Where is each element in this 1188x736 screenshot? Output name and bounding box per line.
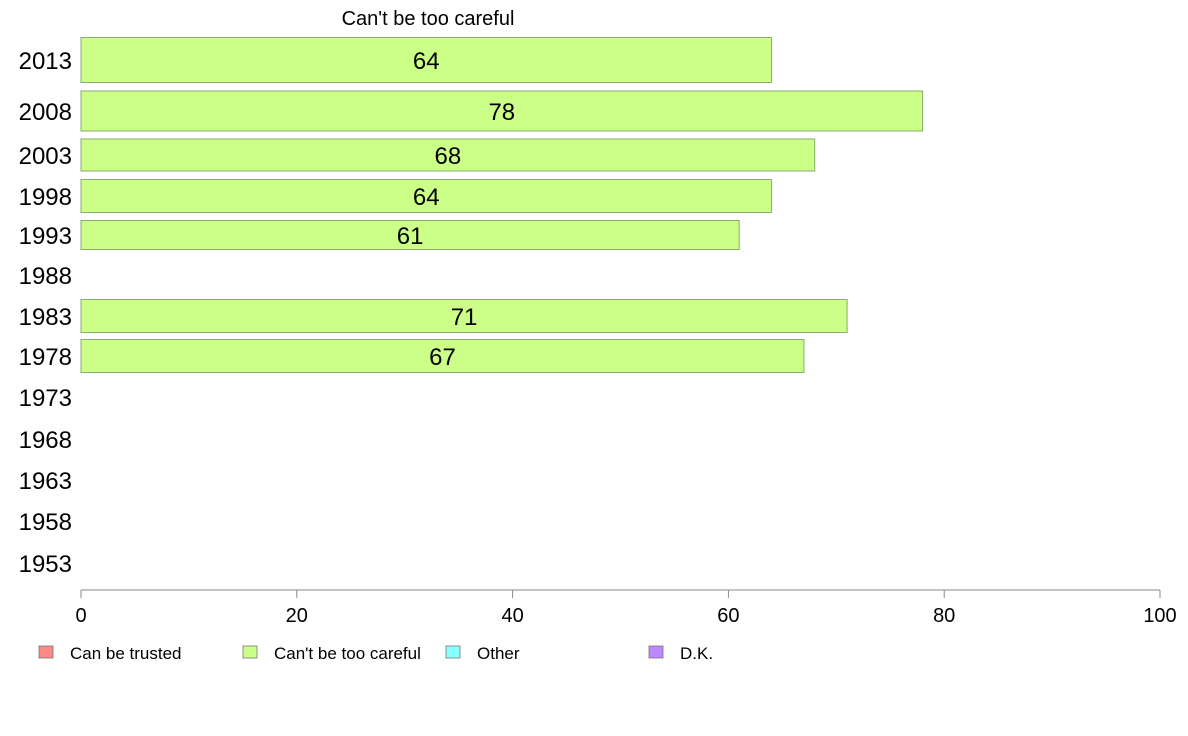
x-tick-label: 60 bbox=[717, 605, 739, 627]
bar bbox=[80, 37, 773, 83]
bar-value-label: 61 bbox=[397, 223, 424, 250]
x-axis: 0 20 40 60 80 100 bbox=[75, 589, 1177, 627]
bar bbox=[80, 220, 740, 250]
y-tick-label: 1988 bbox=[19, 263, 72, 290]
y-tick-label: 1993 bbox=[19, 223, 72, 250]
year-labels-group: 2013 2008 2003 1998 1993 1988 1983 1978 1973 1968… bbox=[19, 48, 72, 578]
y-tick-label: 1953 bbox=[19, 551, 72, 578]
y-tick-label: 1973 bbox=[19, 385, 72, 412]
bar bbox=[80, 179, 773, 213]
x-tick-label: 100 bbox=[1143, 605, 1176, 627]
legend-label: Can be trusted bbox=[70, 644, 182, 663]
legend-swatch bbox=[38, 645, 54, 659]
bars-group: 64 78 68 64 61 71 67 bbox=[80, 37, 924, 373]
x-tick-label: 40 bbox=[501, 605, 523, 627]
y-tick-label: 1998 bbox=[19, 184, 72, 211]
y-tick-label: 2013 bbox=[19, 48, 72, 75]
y-tick-label: 1963 bbox=[19, 468, 72, 495]
bar bbox=[80, 90, 924, 132]
x-tick-label: 20 bbox=[286, 605, 308, 627]
y-tick-label: 1968 bbox=[19, 427, 72, 454]
bar bbox=[80, 138, 816, 172]
bar bbox=[80, 299, 848, 333]
bar-value-label: 68 bbox=[435, 143, 462, 170]
y-tick-label: 1983 bbox=[19, 304, 72, 331]
legend-label: Can't be too careful bbox=[274, 644, 421, 663]
bar-value-label: 64 bbox=[413, 48, 440, 75]
y-tick-label: 2003 bbox=[19, 143, 72, 170]
x-tick-label: 0 bbox=[75, 605, 86, 627]
y-tick-label: 2008 bbox=[19, 99, 72, 126]
legend-swatch bbox=[648, 645, 664, 659]
legend-label: Other bbox=[477, 644, 520, 663]
legend-swatch bbox=[445, 645, 461, 659]
y-tick-label: 1958 bbox=[19, 509, 72, 536]
legend-swatch bbox=[242, 645, 258, 659]
x-tick-label: 80 bbox=[933, 605, 955, 627]
bar-value-label: 71 bbox=[451, 304, 478, 331]
chart-title: Can't be too careful bbox=[342, 8, 515, 30]
bar bbox=[80, 339, 805, 373]
bar-value-label: 78 bbox=[488, 99, 515, 126]
bar-value-label: 67 bbox=[429, 344, 456, 371]
bar-value-label: 64 bbox=[413, 184, 440, 211]
y-tick-label: 1978 bbox=[19, 344, 72, 371]
legend: Can be trusted Can't be too careful Other D… bbox=[38, 644, 713, 663]
legend-label: D.K. bbox=[680, 644, 713, 663]
